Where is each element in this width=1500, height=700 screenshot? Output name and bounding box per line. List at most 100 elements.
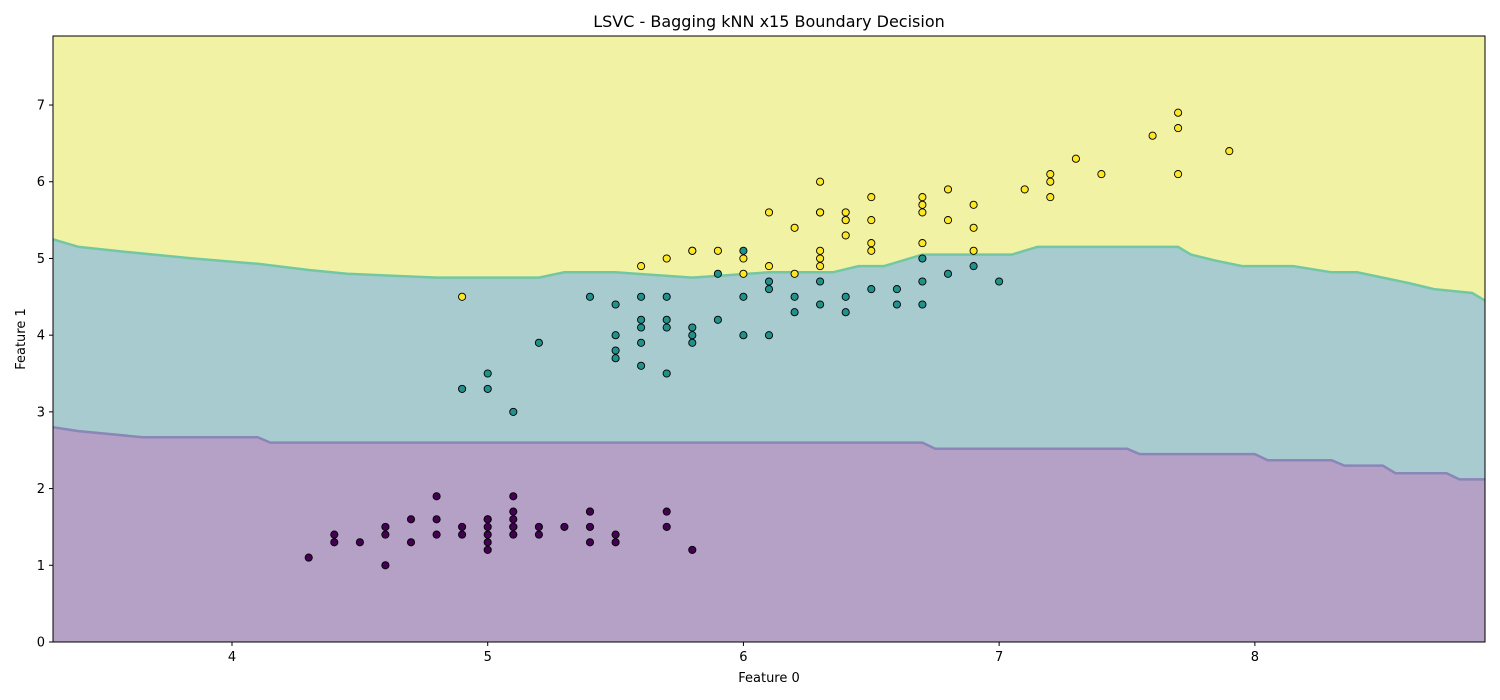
point-class-1 [662,369,671,378]
point-class-0 [509,492,518,501]
point-class-1 [688,323,697,332]
y-tick-label: 0 [37,636,45,651]
point-class-2 [969,200,978,209]
y-axis-ticks: 0 1 2 3 4 5 6 7 [37,99,53,651]
point-class-1 [995,277,1004,286]
point-class-1 [739,331,748,340]
point-class-1 [662,315,671,324]
point-class-2 [969,223,978,232]
point-class-1 [943,269,953,278]
point-class-0 [406,538,416,547]
x-tick-label: 6 [739,650,747,665]
point-class-2 [662,254,671,263]
y-tick-label: 6 [37,175,45,190]
point-class-1 [662,292,671,301]
point-class-0 [432,515,441,524]
point-class-1 [688,331,697,340]
plot-area [53,36,1485,642]
point-class-1 [918,300,927,309]
point-class-2 [867,193,876,202]
y-tick-label: 5 [37,252,45,267]
point-class-2 [867,246,876,255]
point-class-2 [816,254,825,263]
y-tick-label: 4 [37,329,45,344]
point-class-0 [458,522,467,531]
chart-title: LSVC - Bagging kNN x15 Boundary Decision [593,12,945,31]
point-class-2 [739,254,748,263]
point-class-2 [943,216,953,225]
point-class-2 [816,177,825,186]
point-class-2 [1046,170,1055,179]
point-class-1 [662,323,671,332]
x-axis-label: Feature 0 [738,671,800,686]
y-axis-label: Feature 1 [14,308,29,370]
point-class-1 [713,315,722,324]
point-class-0 [534,522,543,531]
point-class-1 [637,338,646,347]
point-class-2 [1046,193,1055,202]
point-class-0 [560,522,569,531]
point-class-0 [688,545,697,554]
point-class-1 [483,384,492,393]
point-class-1 [534,338,543,347]
point-class-0 [330,538,339,547]
point-class-2 [790,223,799,232]
point-class-2 [790,269,799,278]
point-class-0 [483,538,492,547]
point-class-0 [585,507,595,516]
data-points [304,108,1234,570]
point-class-1 [458,384,467,393]
point-class-1 [764,285,774,294]
point-class-1 [867,285,876,294]
point-class-0 [611,530,620,539]
point-class-2 [918,239,927,248]
point-class-0 [381,522,390,531]
point-class-0 [483,515,492,524]
point-class-1 [790,308,799,317]
point-class-1 [841,308,850,317]
point-class-0 [585,538,595,547]
point-class-0 [458,530,467,539]
point-class-2 [1225,147,1234,156]
point-class-1 [918,277,927,286]
point-class-2 [458,292,467,301]
point-class-1 [816,277,825,286]
x-tick-label: 5 [484,650,492,665]
point-class-2 [1174,108,1183,117]
point-class-2 [816,246,825,255]
point-class-0 [509,515,518,524]
point-class-0 [585,522,595,531]
boundary-lower [53,425,1485,481]
point-class-2 [713,246,722,255]
point-class-1 [764,331,774,340]
point-class-0 [432,492,441,501]
point-class-0 [509,530,518,539]
point-class-0 [381,530,390,539]
point-class-2 [764,262,774,271]
point-class-2 [688,246,697,255]
point-class-1 [483,369,492,378]
point-class-1 [918,254,927,263]
point-class-2 [943,185,953,194]
point-class-2 [867,216,876,225]
point-class-1 [816,300,825,309]
point-class-1 [637,323,646,332]
y-tick-label: 1 [37,559,45,574]
point-class-0 [534,530,543,539]
point-class-2 [1174,170,1183,179]
point-class-0 [483,522,492,531]
plot-frame [52,35,1486,643]
point-class-0 [509,507,518,516]
point-class-2 [739,269,748,278]
point-class-1 [509,407,518,416]
point-class-0 [509,522,518,531]
point-class-1 [764,277,774,286]
point-class-1 [841,292,850,301]
point-class-2 [1020,185,1029,194]
point-class-2 [841,231,850,240]
x-tick-label: 4 [228,650,236,665]
point-class-2 [969,246,978,255]
region-class-2 [53,36,1485,301]
point-class-0 [662,507,671,516]
point-class-1 [611,346,620,355]
